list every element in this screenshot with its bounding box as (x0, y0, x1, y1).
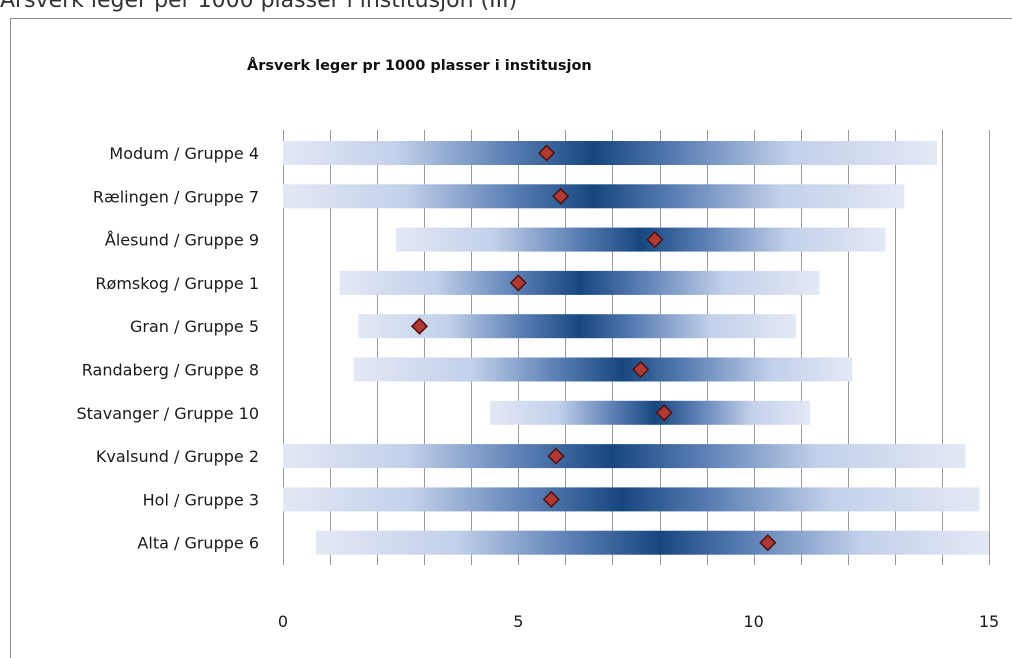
value-markers (410, 144, 777, 552)
category-label: Hol / Gruppe 3 (143, 490, 259, 509)
category-label: Stavanger / Gruppe 10 (76, 404, 259, 423)
range-band (283, 184, 905, 209)
value-marker (547, 447, 565, 465)
range-band (490, 400, 811, 425)
range-band (358, 314, 797, 339)
x-tick-label: 5 (513, 612, 523, 631)
value-marker (542, 490, 560, 508)
x-tick-label: 0 (278, 612, 288, 631)
category-label: Alta / Gruppe 6 (137, 534, 259, 553)
category-label: Kvalsund / Gruppe 2 (96, 447, 259, 466)
range-band (339, 270, 820, 295)
value-marker (632, 360, 650, 379)
x-tick-label: 15 (979, 612, 999, 631)
value-marker (552, 187, 570, 205)
category-label: Gran / Gruppe 5 (130, 317, 259, 336)
range-band (283, 141, 938, 165)
value-marker (646, 231, 664, 249)
value-marker (410, 317, 429, 335)
category-label: Ålesund / Gruppe 9 (105, 231, 259, 250)
x-tick-label: 10 (743, 612, 763, 631)
value-marker (538, 144, 556, 162)
chart-frame (10, 18, 1012, 658)
category-label: Modum / Gruppe 4 (109, 144, 259, 163)
chart-title: Årsverk leger pr 1000 plasser i institus… (247, 58, 592, 74)
range-band (283, 487, 980, 512)
category-label: Rælingen / Gruppe 7 (93, 187, 259, 206)
range-band (283, 444, 966, 469)
value-marker (655, 404, 673, 422)
range-band (395, 227, 886, 252)
range-band (315, 530, 989, 555)
category-label: Randaberg / Gruppe 8 (82, 361, 259, 380)
category-label: Rømskog / Gruppe 1 (95, 274, 259, 293)
value-marker (509, 274, 527, 292)
x-axis-tick-labels: 0 5 10 15 (278, 612, 999, 631)
category-labels: Modum / Gruppe 4 Rælingen / Gruppe 7 Ålesu… (76, 144, 259, 553)
range-band (353, 357, 853, 382)
page-title: Årsverk leger per 1000 plasser i institu… (0, 0, 518, 13)
range-bands (283, 141, 989, 555)
value-marker (759, 534, 777, 552)
